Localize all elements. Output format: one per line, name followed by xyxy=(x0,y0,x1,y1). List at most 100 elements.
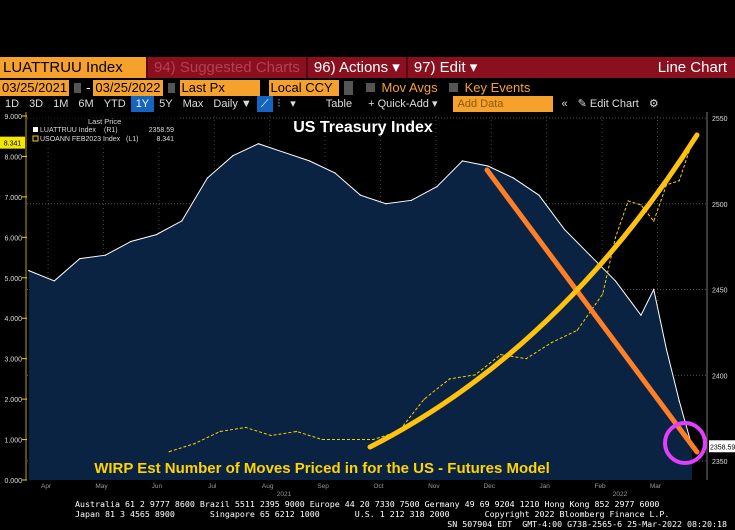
left-tick-label: 5.000 xyxy=(4,276,22,283)
collapse-button[interactable]: « xyxy=(561,98,568,110)
legend-name: LUATTRUU Index xyxy=(40,127,96,134)
annotation-title: US Treasury Index xyxy=(293,119,433,136)
data-point-luattruu xyxy=(410,199,413,201)
x-tick-label: Nov xyxy=(428,483,440,490)
range-1d[interactable]: 1D xyxy=(5,98,20,110)
chart-style-dropdown-icon[interactable]: ▾ xyxy=(290,98,296,110)
data-point-usoann xyxy=(627,200,629,202)
range-3d[interactable]: 3D xyxy=(29,98,44,110)
right-last-value-marker xyxy=(709,440,735,453)
bar-chart-icon[interactable]: ⫶ xyxy=(277,98,281,110)
period-select[interactable]: Daily ▼ xyxy=(213,98,252,110)
chart-toolbar: 1D 3D 1M 6M YTD 1Y 5Y Max Daily ▼ ⟋ ⫶ ▾ … xyxy=(0,96,735,113)
series-area-luattruu xyxy=(28,143,693,480)
data-point-luattruu xyxy=(232,155,234,157)
calendar-icon[interactable] xyxy=(74,82,82,93)
x-tick-label: Dec xyxy=(483,483,495,490)
legend-axis: (R1) xyxy=(104,127,118,134)
key-events-checkbox[interactable] xyxy=(448,83,458,92)
currency-select[interactable]: Local CCY xyxy=(268,79,339,96)
line-chart[interactable]: 0.000 1.000 2.000 3.000 4.000 5.000 6.000 7.000… xyxy=(0,110,735,498)
end-date-input[interactable]: 03/25/2022 xyxy=(93,79,163,96)
data-point-luattruu xyxy=(79,258,81,260)
calendar-icon[interactable] xyxy=(167,82,175,93)
line-chart-icon[interactable]: ⟋ xyxy=(256,96,273,113)
range-ytd[interactable]: YTD xyxy=(103,98,126,110)
legend-value: 8.341 xyxy=(156,136,174,143)
edit-menu[interactable]: 97) Edit ▾ xyxy=(405,57,483,78)
range-max[interactable]: Max xyxy=(182,98,204,110)
data-point-luattruu xyxy=(155,234,157,236)
x-tick-label: Sep xyxy=(317,483,329,490)
annotation-magenta-circle xyxy=(663,421,707,465)
mov-avgs-label: Mov Avgs xyxy=(381,80,438,95)
range-1y[interactable]: 1Y xyxy=(130,96,155,113)
data-point-luattruu xyxy=(589,254,591,256)
right-tick-label: 2400 xyxy=(712,373,728,380)
data-point-usoann xyxy=(270,434,272,437)
x-tick-label: Aug xyxy=(262,483,274,490)
range-5y[interactable]: 5Y xyxy=(159,98,173,110)
mov-avgs-checkbox[interactable] xyxy=(365,83,375,92)
quick-add-button[interactable]: + Quick-Add ▾ xyxy=(368,98,438,110)
data-point-luattruu xyxy=(257,143,259,145)
data-point-luattruu xyxy=(385,203,387,205)
data-point-usoann xyxy=(168,451,170,453)
left-tick-label: 3.000 xyxy=(4,357,22,364)
add-data-input[interactable]: Add Data xyxy=(452,96,553,113)
data-point-usoann xyxy=(219,430,221,433)
data-point-usoann xyxy=(474,374,476,376)
left-last-value: 8.341 xyxy=(4,141,22,148)
data-point-usoann xyxy=(449,378,451,380)
suggested-charts-menu[interactable]: 94) Suggested Charts xyxy=(146,57,306,78)
data-point-luattruu xyxy=(512,177,515,179)
data-point-usoann xyxy=(614,236,617,238)
data-point-luattruu xyxy=(436,186,438,188)
left-tick-label: 0.000 xyxy=(4,478,22,485)
actions-menu[interactable]: 96) Actions ▾ xyxy=(305,57,406,78)
data-point-usoann xyxy=(372,438,374,441)
data-point-luattruu xyxy=(308,160,310,162)
data-point-luattruu xyxy=(640,314,642,316)
data-point-luattruu xyxy=(563,228,566,231)
x-tick-label: Jan xyxy=(539,483,550,490)
x-tick-label: May xyxy=(95,483,108,490)
data-point-luattruu xyxy=(678,400,680,402)
x-tick-label: Oct xyxy=(373,483,383,490)
footer-contacts: Australia 61 2 9777 8600 Brazil 5511 239… xyxy=(75,499,660,509)
data-point-usoann xyxy=(500,354,502,356)
left-tick-label: 7.000 xyxy=(4,195,22,202)
range-6m[interactable]: 6M xyxy=(78,98,94,110)
data-point-usoann xyxy=(296,430,298,433)
data-point-luattruu xyxy=(181,220,183,222)
data-point-usoann xyxy=(423,398,425,400)
left-tick-label: 8.000 xyxy=(4,154,22,161)
data-point-usoann xyxy=(576,329,578,331)
start-date-input[interactable]: 03/25/2021 xyxy=(0,79,70,96)
date-separator: - xyxy=(86,80,91,95)
table-button[interactable]: Table xyxy=(325,98,353,110)
range-1m[interactable]: 1M xyxy=(53,98,69,110)
legend: Last Price LUATTRUU Index (R1) 2358.59 U… xyxy=(28,116,178,148)
legend-title: Last Price xyxy=(88,117,121,126)
date-controls: 03/25/2021 - 03/25/2022 Last Px Local CC… xyxy=(0,79,530,96)
field-select[interactable]: Last Px xyxy=(179,79,260,96)
right-tick-label: 2500 xyxy=(712,202,728,209)
x-tick-label: Mar xyxy=(650,483,662,490)
data-point-luattruu xyxy=(130,240,132,243)
data-point-luattruu xyxy=(359,194,362,196)
footer-contacts-2: Japan 81 3 4565 8900 Singapore 65 6212 1… xyxy=(75,509,670,519)
footer-session: SN 507904 EDT GMT-4:00 G738-2565-6 25-Ma… xyxy=(447,519,727,529)
data-point-luattruu xyxy=(28,270,30,272)
title-bar: LUATTRUU Index 94) Suggested Charts 96) … xyxy=(0,57,735,78)
x-year-label: 2022 xyxy=(613,491,628,498)
ticker-field[interactable]: LUATTRUU Index xyxy=(0,57,146,78)
data-point-luattruu xyxy=(461,160,464,162)
dropdown-arrow-icon[interactable] xyxy=(343,80,353,95)
edit-chart-button[interactable]: ✎ Edit Chart xyxy=(577,98,639,110)
annotations: US Treasury Index WIRP Est Number of Mov… xyxy=(94,119,707,477)
x-tick-label: Jul xyxy=(208,483,217,490)
settings-gear-icon[interactable]: ⚙ xyxy=(648,98,659,110)
x-tick-label: Jun xyxy=(152,483,163,490)
legend-name: USOANN FEB2023 Index xyxy=(40,136,121,143)
